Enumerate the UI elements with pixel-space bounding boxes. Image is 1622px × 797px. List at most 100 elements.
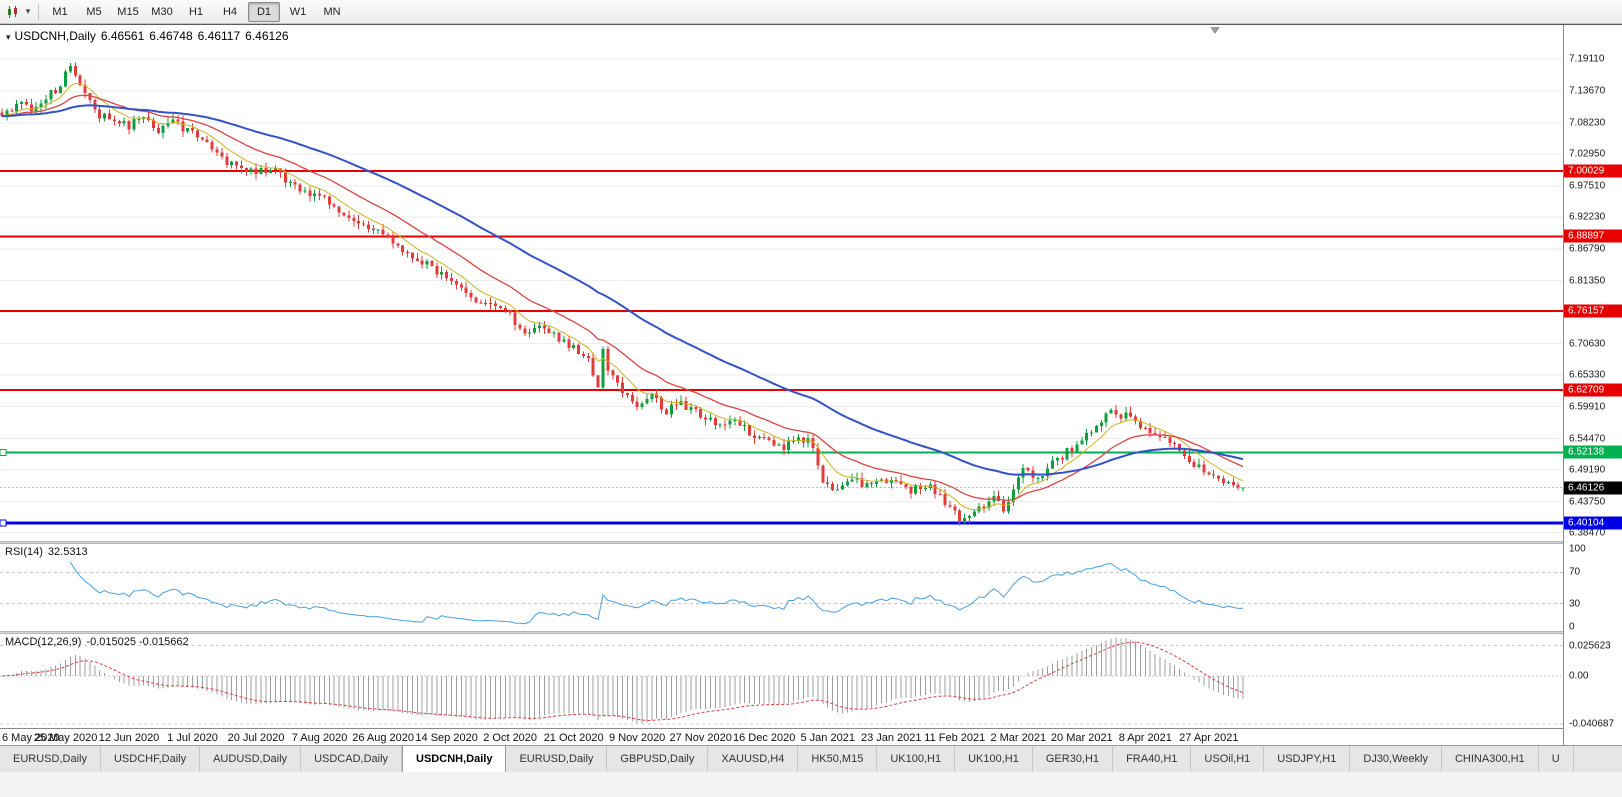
rsi-axis-label: 30 xyxy=(1569,598,1581,610)
chart-tab-usdjpy-h1[interactable]: USDJPY,H1 xyxy=(1264,746,1351,772)
timeframe-button-w1[interactable]: W1 xyxy=(289,5,307,18)
rsi-axis-label: 70 xyxy=(1569,566,1581,578)
chart-tab-usdcnh-daily[interactable]: USDCNH,Daily xyxy=(402,746,507,772)
rsi-axis-label: 0 xyxy=(1569,621,1575,633)
candlestick-chart-icon[interactable] xyxy=(4,3,22,21)
chart-symbol-period: USDCNH,Daily xyxy=(14,29,96,43)
rsi-panel[interactable]: RSI(14) 32.5313 xyxy=(0,544,1563,631)
chart-tab-usoil-h1[interactable]: USOil,H1 xyxy=(1191,746,1265,772)
timeframe-button-m5[interactable]: M5 xyxy=(86,5,102,18)
date-axis-label: 16 Dec 2020 xyxy=(733,732,796,744)
macd-axis-label: -0.040687 xyxy=(1569,718,1615,730)
ohlc-low: 6.46117 xyxy=(197,29,241,43)
price-axis-label: 7.13670 xyxy=(1569,85,1606,97)
price-axis-label: 6.65330 xyxy=(1569,369,1606,381)
date-axis-label: 2 Oct 2020 xyxy=(483,732,538,744)
ohlc-high: 6.46748 xyxy=(149,29,193,43)
price-axis-label: 6.38470 xyxy=(1569,527,1606,539)
price-axis-label: 6.70630 xyxy=(1569,338,1606,350)
chart-menu-icon[interactable]: ▾ xyxy=(6,32,11,42)
timeframe-button-d1[interactable]: D1 xyxy=(248,1,280,22)
macd-label: MACD(12,26,9) -0.015025 -0.015662 xyxy=(5,636,189,648)
chart-shift-marker[interactable] xyxy=(1210,27,1220,34)
panel-divider[interactable] xyxy=(0,631,1563,634)
date-axis[interactable]: 6 May 2020 25 May 2020 12 Jun 2020 1 Jul 20… xyxy=(0,728,1563,746)
date-axis-label: 27 Apr 2021 xyxy=(1179,732,1239,744)
timeframe-button-m15[interactable]: M15 xyxy=(117,5,139,18)
chart-tab-dj30-weekly[interactable]: DJ30,Weekly xyxy=(1350,746,1442,772)
price-axis-label: 6.43750 xyxy=(1569,496,1606,508)
date-axis-label: 27 Nov 2020 xyxy=(669,732,732,744)
price-axis[interactable]: 7.19110 7.13670 7.08230 7.02950 6.97510 6.922… xyxy=(1563,25,1622,746)
rsi-name: RSI(14) xyxy=(5,546,43,558)
date-axis-label: 21 Oct 2020 xyxy=(543,732,604,744)
date-axis-label: 12 Jun 2020 xyxy=(98,732,160,744)
chart-title: ▾ USDCNH,Daily 6.46561 6.46748 6.46117 6.4612… xyxy=(6,29,289,43)
panel-divider[interactable] xyxy=(0,541,1563,544)
timeframe-button-m30[interactable]: M30 xyxy=(151,5,173,18)
timeframe-button-mn[interactable]: MN xyxy=(323,5,341,18)
chart-tab-fra40-h1[interactable]: FRA40,H1 xyxy=(1113,746,1192,772)
date-axis-label: 14 Sep 2020 xyxy=(415,732,478,744)
date-axis-label: 20 Mar 2021 xyxy=(1050,732,1113,744)
price-axis-label: 7.08230 xyxy=(1569,117,1606,129)
rsi-axis-label: 100 xyxy=(1569,543,1586,555)
chart-tab-uk100-h1[interactable]: UK100,H1 xyxy=(955,746,1033,772)
ohlc-open: 6.46561 xyxy=(100,29,145,43)
price-axis-label: 7.02950 xyxy=(1569,148,1606,160)
chart-tab-eurusd-daily[interactable]: EURUSD,Daily xyxy=(506,746,608,772)
chart-tab-audusd-daily[interactable]: AUDUSD,Daily xyxy=(200,746,302,772)
chart-tab-usdcad-daily[interactable]: USDCAD,Daily xyxy=(301,746,403,772)
price-axis-label: 6.92230 xyxy=(1569,211,1606,223)
level-price-tag: 6.88897 xyxy=(1564,229,1622,243)
level-price-tag: 7.00029 xyxy=(1564,164,1622,178)
price-axis-label: 6.86790 xyxy=(1569,243,1606,255)
macd-axis-label: 0.00 xyxy=(1569,670,1589,682)
chart-window: ▾ USDCNH,Daily 6.46561 6.46748 6.46117 6.4612… xyxy=(0,24,1622,746)
level-price-tag: 6.40104 xyxy=(1564,516,1622,530)
timeframe-button-h1[interactable]: H1 xyxy=(188,5,204,18)
level-price-tag: 6.76157 xyxy=(1564,304,1622,318)
chart-tab-xauusd-h4[interactable]: XAUUSD,H4 xyxy=(708,746,799,772)
macd-values: -0.015025 -0.015662 xyxy=(86,636,189,648)
chart-tab-hk50-m15[interactable]: HK50,M15 xyxy=(798,746,878,772)
date-axis-label: 11 Feb 2021 xyxy=(924,732,986,744)
chart-tab-uk100-h1[interactable]: UK100,H1 xyxy=(877,746,956,772)
ohlc-close: 6.46126 xyxy=(245,29,289,43)
price-axis-label: 6.59910 xyxy=(1569,401,1606,413)
timeframe-buttons: M1 M5 M15 M30 H1 H4 D1 W1 MN xyxy=(43,1,349,22)
date-axis-label: 26 Aug 2020 xyxy=(352,732,414,744)
chart-tab-u[interactable]: U xyxy=(1538,746,1574,772)
date-axis-label: 1 Jul 2020 xyxy=(167,732,218,744)
timeframe-button-m1[interactable]: M1 xyxy=(52,5,68,18)
price-axis-label: 6.49190 xyxy=(1569,464,1606,476)
price-axis-label: 6.97510 xyxy=(1569,180,1606,192)
chart-tab-ger30-h1[interactable]: GER30,H1 xyxy=(1032,746,1114,772)
timeframe-button-h4[interactable]: H4 xyxy=(222,5,238,18)
date-axis-label: 20 Jul 2020 xyxy=(227,732,285,744)
date-axis-label: 9 Nov 2020 xyxy=(609,732,666,744)
date-axis-label: 23 Jan 2021 xyxy=(860,732,922,744)
price-axis-label: 6.54470 xyxy=(1569,433,1606,445)
date-axis-label: 8 Apr 2021 xyxy=(1118,732,1172,744)
date-axis-label: 5 Jan 2021 xyxy=(800,732,855,744)
chart-tab-eurusd-daily[interactable]: EURUSD,Daily xyxy=(0,746,101,772)
current-price-tag: 6.46126 xyxy=(1564,481,1622,495)
macd-panel[interactable]: MACD(12,26,9) -0.015025 -0.015662 xyxy=(0,634,1563,728)
chart-tab-gbpusd-daily[interactable]: GBPUSD,Daily xyxy=(607,746,709,772)
level-price-tag: 6.52138 xyxy=(1564,445,1622,459)
main-chart-panel[interactable]: ▾ USDCNH,Daily 6.46561 6.46748 6.46117 6.4612… xyxy=(0,25,1563,541)
bottom-strip xyxy=(0,772,1622,797)
toolbar-separator xyxy=(38,3,39,20)
price-axis-label: 7.19110 xyxy=(1569,53,1605,65)
chart-tab-china300-h1[interactable]: CHINA300,H1 xyxy=(1441,746,1539,772)
plot-area: ▾ USDCNH,Daily 6.46561 6.46748 6.46117 6.4612… xyxy=(0,25,1563,746)
price-axis-label: 6.81350 xyxy=(1569,275,1606,287)
chart-tab-usdchf-daily[interactable]: USDCHF,Daily xyxy=(100,746,201,772)
chart-type-dropdown-icon[interactable]: ▾ xyxy=(25,6,31,16)
date-axis-label: 2 Mar 2021 xyxy=(990,732,1047,744)
rsi-label: RSI(14) 32.5313 xyxy=(5,546,88,558)
macd-name: MACD(12,26,9) xyxy=(5,636,82,648)
rsi-value: 32.5313 xyxy=(47,546,88,558)
toolbar: ▾ M1 M5 M15 M30 H1 H4 D1 W1 MN xyxy=(0,0,1622,24)
